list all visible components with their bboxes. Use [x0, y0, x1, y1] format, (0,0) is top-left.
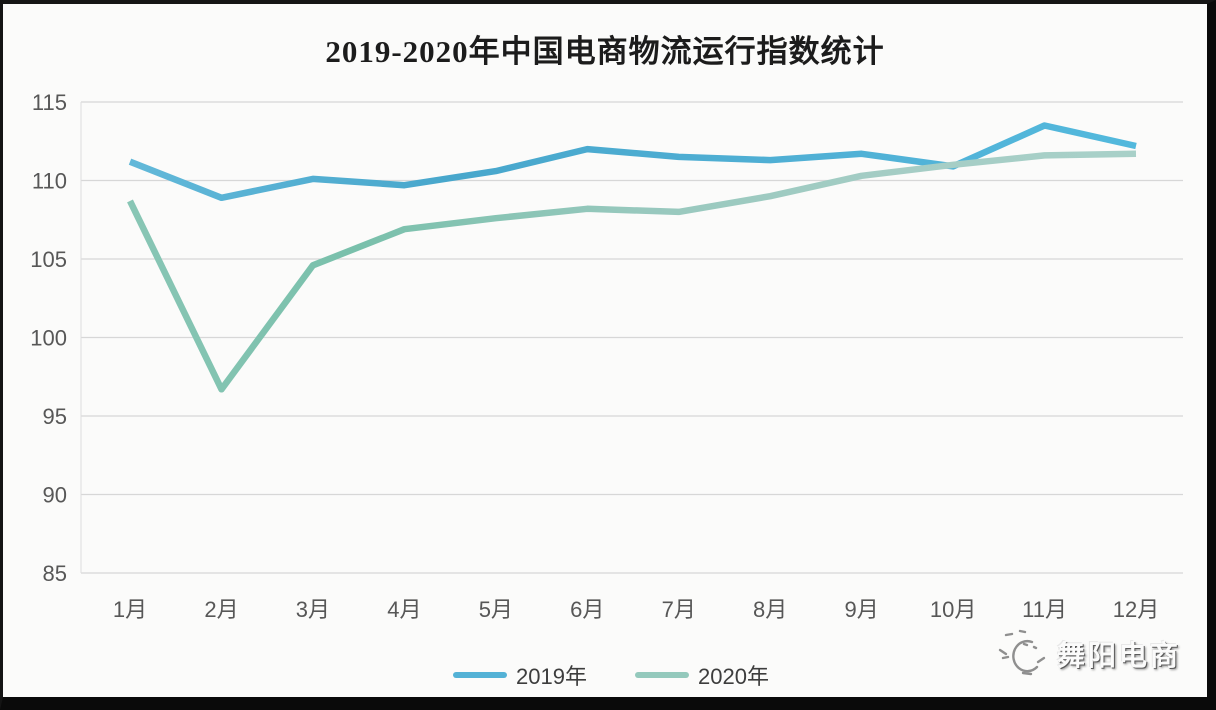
y-tick-label-110: 110	[32, 169, 67, 194]
legend-item-2020: 2020年	[635, 659, 769, 691]
x-tick-label-3: 3月	[296, 597, 330, 622]
x-tick-label-1: 1月	[113, 597, 147, 622]
x-tick-label-8: 8月	[753, 597, 787, 622]
x-tick-label-7: 7月	[662, 597, 696, 622]
x-tick-label-2: 2月	[204, 597, 238, 622]
x-tick-label-12: 12月	[1113, 597, 1159, 622]
legend-item-2019: 2019年	[453, 659, 587, 691]
x-tick-label-6: 6月	[570, 597, 604, 622]
x-tick-label-9: 9月	[845, 597, 879, 622]
y-tick-label-105: 105	[30, 247, 67, 272]
y-tick-label-95: 95	[43, 404, 67, 429]
y-tick-label-115: 115	[32, 90, 67, 115]
x-tick-label-5: 5月	[479, 597, 513, 622]
legend-label-2020: 2020年	[698, 664, 769, 689]
x-tick-label-10: 10月	[930, 597, 976, 622]
chart-svg: 85 90 95 100 105 110 115 1月 2月 3月 4月 5月 6月 7月 8月 9月 10月 1…	[30, 90, 1183, 622]
series-line-2020年	[127, 150, 1137, 393]
watermark: 舞阳电商	[993, 627, 1181, 681]
watermark-text: 舞阳电商	[1056, 640, 1181, 671]
y-tick-label-85: 85	[43, 561, 67, 586]
legend-label-2019: 2019年	[516, 664, 587, 689]
chart-title: 2019-2020年中国电商物流运行指数统计	[325, 34, 885, 69]
chart-legend: 2019年 2020年	[3, 659, 1207, 691]
legend-swatch-2019	[453, 672, 508, 678]
y-tick-label-90: 90	[43, 483, 67, 508]
y-tick-label-100: 100	[30, 326, 67, 351]
x-tick-label-11: 11月	[1022, 597, 1067, 622]
legend-swatch-2020	[635, 672, 689, 678]
doodle-face-icon	[998, 629, 1046, 676]
series-line-2019年	[128, 122, 1137, 202]
x-tick-label-4: 4月	[387, 597, 421, 622]
